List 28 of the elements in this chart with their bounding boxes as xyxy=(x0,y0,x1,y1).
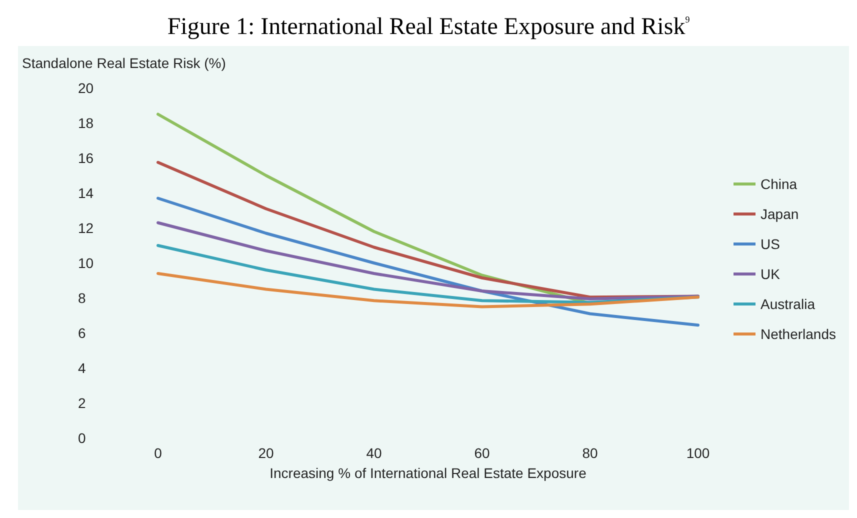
y-tick-label: 14 xyxy=(78,185,94,201)
x-axis-title: Increasing % of International Real Estate Exposure xyxy=(270,465,587,481)
y-tick-label: 10 xyxy=(78,255,94,271)
legend-label: China xyxy=(760,176,798,192)
y-tick-label: 8 xyxy=(78,290,86,306)
y-axis-title: Standalone Real Estate Risk (%) xyxy=(22,55,226,71)
y-tick-label: 20 xyxy=(78,80,94,96)
y-tick-label: 4 xyxy=(78,360,86,376)
y-tick-label: 6 xyxy=(78,325,86,341)
line-series xyxy=(156,272,700,308)
y-tick-label: 0 xyxy=(78,430,86,446)
x-tick-label: 100 xyxy=(686,445,710,461)
line-series xyxy=(156,221,700,300)
line-series xyxy=(156,196,700,327)
legend-label: Netherlands xyxy=(760,326,836,342)
y-tick-label: 18 xyxy=(78,115,94,131)
x-tick-label: 40 xyxy=(366,445,382,461)
legend-label: US xyxy=(760,236,780,252)
y-tick-label: 2 xyxy=(78,395,86,411)
y-tick-label: 12 xyxy=(78,220,94,236)
x-tick-label: 20 xyxy=(258,445,274,461)
legend-label: Australia xyxy=(760,296,816,312)
x-tick-label: 0 xyxy=(154,445,162,461)
legend-label: Japan xyxy=(760,206,799,222)
x-tick-label: 80 xyxy=(582,445,598,461)
legend-label: UK xyxy=(760,266,781,282)
y-tick-label: 16 xyxy=(78,150,94,166)
x-tick-label: 60 xyxy=(474,445,490,461)
